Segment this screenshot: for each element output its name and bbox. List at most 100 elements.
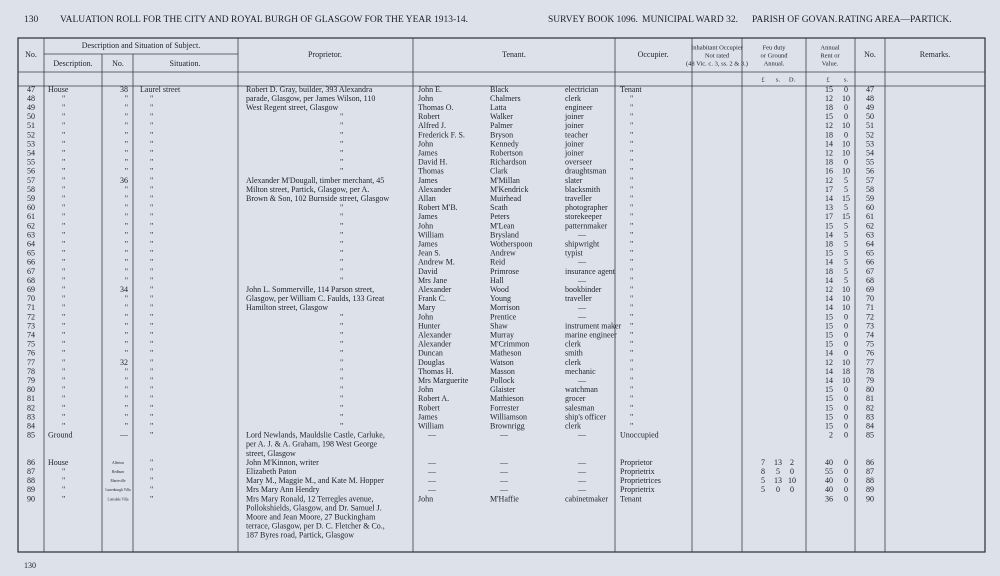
unit: £ (826, 76, 830, 83)
description: " (62, 476, 65, 485)
tenant-first: Hunter (418, 321, 441, 330)
feu: 7 (761, 458, 765, 467)
page-number: 130 (24, 15, 39, 25)
rent-shillings: 0 (844, 112, 848, 121)
occupier: Proprietrix (620, 485, 655, 494)
tenant-last: Watson (490, 358, 514, 367)
situation: " (150, 221, 153, 230)
row-no2: 76 (866, 349, 874, 358)
row-no: 81 (27, 394, 35, 403)
tenant-first: Robert A. (418, 394, 449, 403)
feu: 2 (790, 458, 794, 467)
row-no2: 70 (866, 294, 874, 303)
situation: " (150, 158, 153, 167)
tenant-last: Murray (490, 331, 514, 340)
description: " (62, 403, 65, 412)
number: " (125, 376, 128, 385)
number: 36 (120, 176, 128, 185)
occupier: " (630, 385, 633, 394)
occupation: joiner (564, 149, 584, 158)
number: — (119, 431, 129, 440)
rent-pounds: 14 (825, 367, 833, 376)
proprietor: " (340, 203, 343, 212)
row-no: 68 (27, 276, 35, 285)
proprietor: terrace, Glasgow, per D. C. Fletcher & C… (246, 522, 385, 531)
situation: " (150, 240, 153, 249)
tenant-last: Glaister (490, 385, 516, 394)
situation: " (150, 358, 153, 367)
number: Marieville (111, 479, 126, 483)
footer-number: 130 (24, 561, 36, 570)
occupier: " (630, 267, 633, 276)
description: " (62, 331, 65, 340)
occupation: shipwright (565, 240, 600, 249)
feu: 10 (788, 476, 796, 485)
rent-pounds: 40 (825, 476, 833, 485)
proprietor: Mrs Mary Ronald, 12 Terregles avenue, (246, 494, 373, 503)
tenant-first: — (427, 476, 437, 485)
number: " (125, 394, 128, 403)
rent-shillings: 5 (844, 258, 848, 267)
occupier: " (630, 422, 633, 431)
tenant-first: Thomas (418, 167, 444, 176)
tenant-first: James (418, 149, 438, 158)
proprietor: Pollokshields, Glasgow, and Dr. Samuel J… (246, 503, 382, 512)
row-no: 51 (27, 121, 35, 130)
proprietor: " (340, 412, 343, 421)
number: " (125, 249, 128, 258)
rent-shillings: 10 (842, 294, 850, 303)
feu: 5 (761, 485, 765, 494)
row-no: 74 (27, 331, 35, 340)
tenant-first: — (427, 467, 437, 476)
row-no2: 78 (866, 367, 874, 376)
proprietor: parade, Glasgow, per James Wilson, 110 (246, 94, 375, 103)
occupation: ship's officer (565, 412, 606, 421)
rent-shillings: 0 (844, 349, 848, 358)
situation: " (150, 249, 153, 258)
rent-pounds: 15 (825, 331, 833, 340)
tenant-first: James (418, 176, 438, 185)
col-rent: Annual (820, 44, 839, 51)
tenant-last: M'Haffie (490, 494, 519, 503)
tenant-last: Young (490, 294, 511, 303)
occupation: — (577, 276, 587, 285)
situation: " (150, 121, 153, 130)
rent-pounds: 12 (825, 358, 833, 367)
description: " (62, 103, 65, 112)
rent-pounds: 18 (825, 130, 833, 139)
number: " (125, 203, 128, 212)
row-no2: 53 (866, 139, 874, 148)
col-subject: Description and Situation of Subject. (82, 41, 200, 50)
description: Ground (48, 431, 72, 440)
description: " (62, 367, 65, 376)
tenant-first: John (418, 385, 433, 394)
row-no: 79 (27, 376, 35, 385)
tenant-last: — (499, 431, 509, 440)
occupation: electrician (565, 85, 598, 94)
proprietor: " (340, 167, 343, 176)
row-no: 70 (27, 294, 35, 303)
situation: " (150, 340, 153, 349)
tenant-last: M'Crimmon (490, 340, 529, 349)
tenant-first: John (418, 494, 433, 503)
rent-pounds: 15 (825, 394, 833, 403)
row-no: 57 (27, 176, 35, 185)
tenant-last: Primrose (490, 267, 519, 276)
rent-pounds: 12 (825, 285, 833, 294)
tenant-last: Brownrigg (490, 422, 525, 431)
col-tenant: Tenant. (502, 50, 526, 59)
rent-pounds: 15 (825, 403, 833, 412)
occupier: " (630, 331, 633, 340)
proprietor: " (340, 158, 343, 167)
proprietor: Mrs Mary Ann Hendry (246, 485, 320, 494)
description: " (62, 412, 65, 421)
rent-pounds: 12 (825, 94, 833, 103)
row-no: 56 (27, 167, 35, 176)
occupier: " (630, 303, 633, 312)
situation: " (150, 258, 153, 267)
tenant-last: Clark (490, 167, 508, 176)
proprietor: " (340, 112, 343, 121)
number: Redburn (112, 470, 125, 474)
row-no: 77 (27, 358, 35, 367)
